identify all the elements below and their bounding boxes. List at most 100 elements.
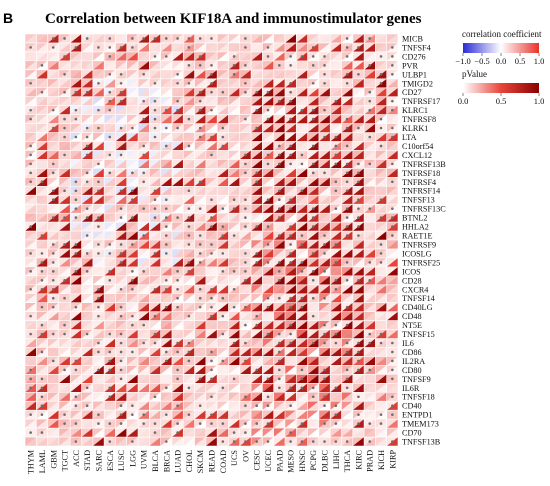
cell-correlation-triangle bbox=[25, 257, 37, 267]
significance-dot bbox=[266, 332, 270, 336]
cell-pvalue-triangle bbox=[251, 231, 263, 240]
significance-dot bbox=[300, 243, 304, 246]
significance-dot bbox=[97, 225, 100, 228]
significance-dot bbox=[108, 153, 112, 157]
gene-label: ULBP1 bbox=[402, 70, 427, 79]
cell-pvalue-triangle bbox=[183, 401, 195, 411]
significance-dot bbox=[278, 216, 281, 219]
cell-correlation-triangle bbox=[239, 240, 252, 249]
cell-correlation-triangle bbox=[296, 34, 308, 43]
significance-dot bbox=[108, 37, 112, 40]
cell-correlation-triangle bbox=[307, 293, 319, 303]
cell-correlation-triangle bbox=[115, 311, 127, 321]
cell-pvalue-triangle bbox=[183, 329, 195, 339]
significance-dot bbox=[391, 99, 394, 103]
significance-dot bbox=[198, 377, 202, 381]
cell-correlation-triangle bbox=[92, 257, 105, 267]
cell-pvalue-triangle bbox=[273, 257, 285, 267]
cell-correlation-triangle bbox=[171, 356, 184, 366]
cell-pvalue-triangle bbox=[364, 168, 376, 178]
significance-dot bbox=[255, 368, 259, 372]
cell-pvalue-triangle bbox=[115, 159, 127, 169]
cell-pvalue-triangle bbox=[284, 177, 297, 187]
cell-correlation-triangle bbox=[115, 60, 127, 70]
cell-correlation-triangle bbox=[126, 96, 139, 106]
cell-pvalue-triangle bbox=[115, 78, 127, 88]
significance-dot bbox=[187, 234, 191, 237]
cell-pvalue-triangle bbox=[70, 275, 82, 285]
cell-pvalue-triangle bbox=[352, 293, 365, 303]
cell-correlation-triangle bbox=[104, 141, 116, 151]
significance-dot bbox=[391, 46, 394, 49]
cell-pvalue-triangle bbox=[296, 248, 308, 258]
cell-pvalue-triangle bbox=[296, 347, 308, 357]
cell-correlation-triangle bbox=[194, 195, 206, 205]
cell-pvalue-triangle bbox=[296, 177, 308, 187]
significance-dot bbox=[176, 431, 179, 434]
significance-dot bbox=[164, 55, 168, 58]
cell-pvalue-triangle bbox=[228, 419, 240, 429]
significance-dot bbox=[29, 377, 32, 381]
cell-pvalue-triangle bbox=[81, 195, 93, 205]
cell-correlation-triangle bbox=[217, 204, 229, 214]
cell-correlation-triangle bbox=[330, 213, 342, 223]
cell-correlation-triangle bbox=[352, 69, 365, 79]
cell-correlation-triangle bbox=[149, 141, 161, 151]
cell-correlation-triangle bbox=[126, 392, 139, 402]
cell-correlation-triangle bbox=[284, 347, 297, 357]
significance-dot bbox=[278, 341, 281, 345]
cell-correlation-triangle bbox=[284, 356, 297, 366]
cell-correlation-triangle bbox=[352, 329, 365, 339]
cell-correlation-triangle bbox=[194, 293, 206, 303]
cell-correlation-triangle bbox=[126, 257, 139, 267]
significance-dot bbox=[334, 332, 338, 336]
cell-pvalue-triangle bbox=[25, 392, 37, 402]
cell-pvalue-triangle bbox=[352, 311, 365, 321]
cell-pvalue-triangle bbox=[205, 428, 218, 438]
cell-correlation-triangle bbox=[47, 240, 59, 249]
significance-dot bbox=[391, 341, 394, 345]
cell-pvalue-triangle bbox=[92, 96, 105, 106]
cell-pvalue-triangle bbox=[239, 410, 252, 420]
cell-pvalue-triangle bbox=[183, 410, 195, 420]
cell-pvalue-triangle bbox=[352, 105, 365, 115]
cell-correlation-triangle bbox=[183, 240, 195, 249]
significance-dot bbox=[119, 341, 123, 345]
cell-pvalue-triangle bbox=[92, 177, 105, 187]
cell-correlation-triangle bbox=[307, 257, 319, 267]
significance-dot bbox=[289, 55, 292, 58]
cell-pvalue-triangle bbox=[194, 428, 206, 438]
significance-dot bbox=[357, 207, 360, 210]
cell-pvalue-triangle bbox=[47, 222, 59, 232]
cell-correlation-triangle bbox=[115, 338, 127, 348]
cell-correlation-triangle bbox=[284, 69, 297, 79]
cell-pvalue-triangle bbox=[47, 356, 59, 366]
cell-pvalue-triangle bbox=[205, 329, 218, 339]
cell-pvalue-triangle bbox=[92, 159, 105, 169]
significance-dot bbox=[198, 296, 202, 300]
cell-pvalue-triangle bbox=[36, 257, 48, 267]
significance-dot bbox=[210, 377, 213, 381]
cell-pvalue-triangle bbox=[194, 320, 206, 330]
cell-pvalue-triangle bbox=[262, 150, 274, 160]
cell-correlation-triangle bbox=[364, 284, 376, 294]
cell-correlation-triangle bbox=[36, 105, 48, 115]
cell-pvalue-triangle bbox=[25, 275, 37, 285]
cell-correlation-triangle bbox=[273, 293, 285, 303]
cell-pvalue-triangle bbox=[284, 168, 297, 178]
cell-correlation-triangle bbox=[104, 231, 116, 240]
cell-correlation-triangle bbox=[104, 266, 116, 276]
cell-correlation-triangle bbox=[70, 96, 82, 106]
cell-pvalue-triangle bbox=[36, 437, 48, 446]
legend-pvalue-title: pValue bbox=[462, 69, 487, 79]
cell-correlation-triangle bbox=[296, 356, 308, 366]
cell-correlation-triangle bbox=[104, 257, 116, 267]
cell-pvalue-triangle bbox=[194, 105, 206, 115]
cell-pvalue-triangle bbox=[138, 329, 150, 339]
cell-pvalue-triangle bbox=[25, 437, 37, 446]
cell-pvalue-triangle bbox=[115, 222, 127, 232]
cell-pvalue-triangle bbox=[318, 96, 331, 106]
cell-pvalue-triangle bbox=[92, 329, 105, 339]
significance-dot bbox=[323, 377, 326, 381]
cell-pvalue-triangle bbox=[341, 168, 353, 178]
